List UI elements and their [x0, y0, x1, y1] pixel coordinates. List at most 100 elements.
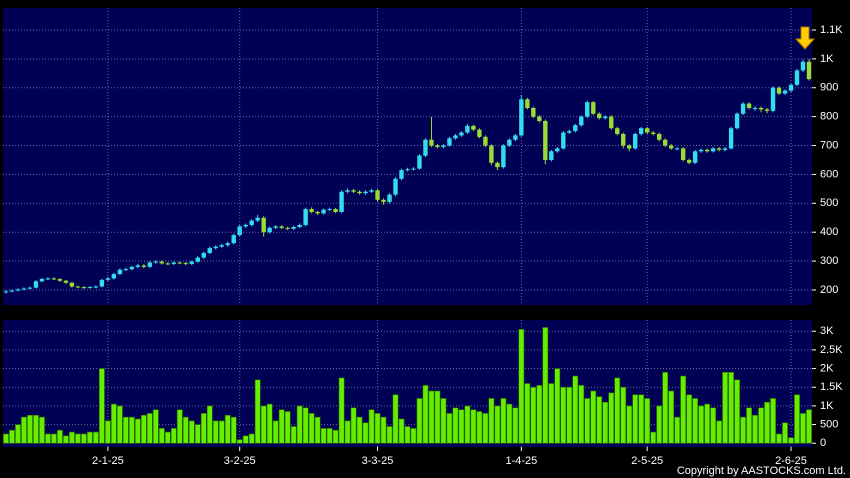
candle-body [309, 209, 314, 212]
candle-body [639, 128, 644, 134]
volume-bar [500, 398, 507, 444]
volume-bar [392, 394, 399, 444]
x-tick-label: 2-6-25 [775, 455, 807, 467]
x-tick-label: 2-1-25 [92, 455, 124, 467]
volume-bar [164, 431, 171, 444]
volume-bar [464, 405, 471, 444]
candle-body [273, 226, 278, 228]
candle-body [375, 190, 380, 200]
candle-body [69, 282, 75, 287]
candle-body [63, 280, 69, 283]
volume-bar [398, 418, 405, 444]
volume-bar [650, 431, 657, 444]
volume-bar [638, 394, 645, 444]
candle-body [201, 252, 206, 258]
volume-bar [98, 368, 105, 444]
candle-body [668, 145, 674, 149]
volume-bar [662, 371, 669, 444]
candle-body [9, 290, 15, 292]
volume-bar [692, 398, 699, 444]
volume-bar [140, 414, 147, 444]
candle-body [45, 278, 51, 280]
volume-bar [530, 386, 537, 444]
candle-body [345, 190, 350, 192]
volume-bar [356, 416, 363, 444]
volume-bar [63, 435, 69, 444]
volume-bar [488, 398, 495, 444]
candle-body [279, 226, 284, 228]
candle-body [525, 99, 530, 108]
candle-body [111, 274, 117, 279]
candle-body [627, 145, 632, 149]
volume-bar [380, 416, 387, 444]
candle-body [189, 261, 194, 264]
candle-body [351, 190, 356, 192]
candle-body [447, 138, 452, 146]
volume-bar [81, 433, 87, 444]
volume-bar [200, 413, 207, 444]
candle-body [141, 265, 147, 267]
candle-body [39, 278, 45, 282]
latest-arrow [794, 26, 816, 50]
volume-bar [194, 424, 201, 444]
candle-body [87, 287, 93, 289]
volume-bar [75, 433, 81, 444]
candle-body [471, 125, 476, 130]
candle-body [381, 199, 386, 202]
volume-bar [536, 385, 543, 444]
y-tick-label: 200 [820, 284, 838, 296]
candle-body [165, 263, 170, 265]
candle-body [21, 288, 27, 290]
volume-bar [644, 398, 651, 444]
volume-bar [33, 414, 39, 444]
volume-bar [314, 416, 321, 444]
volume-bar [92, 431, 99, 444]
y-tick-label: 1K [820, 400, 834, 412]
volume-bar [734, 379, 740, 444]
candle-body [327, 209, 332, 211]
candle-body [411, 168, 416, 170]
volume-bar [51, 433, 57, 444]
candle-body [603, 116, 608, 119]
candle-body [135, 265, 141, 267]
volume-bar [518, 329, 525, 444]
candle-body [656, 133, 662, 140]
volume-bar [560, 386, 567, 444]
volume-bar [290, 426, 297, 444]
volume-bar [128, 416, 135, 444]
candle-body [369, 190, 374, 192]
volume-bar [794, 394, 800, 444]
volume-bar [410, 428, 417, 444]
candle-body [339, 191, 344, 212]
volume-bar [416, 398, 423, 444]
volume-bar [320, 428, 327, 444]
volume-bar [422, 385, 429, 444]
candle-body [776, 87, 782, 94]
candle-body [417, 155, 422, 169]
volume-bar [236, 439, 243, 444]
volume-bar [788, 437, 794, 444]
candle-body [704, 149, 710, 152]
volume-bar [608, 392, 615, 444]
candle-body [609, 116, 614, 129]
candle-body [171, 262, 176, 264]
candle-body [764, 109, 770, 111]
volume-bar [656, 405, 663, 444]
candle-body [27, 287, 33, 289]
candle-body [483, 136, 488, 146]
volume-bar [188, 420, 195, 444]
volume-bar [728, 371, 734, 444]
candle-body [615, 128, 620, 134]
volume-bar [386, 426, 393, 444]
candle-body [147, 262, 153, 267]
volume-bar [206, 405, 213, 444]
volume-bar [620, 386, 627, 444]
volume-bar [752, 414, 758, 444]
candle-body [207, 248, 212, 253]
candle-body [153, 261, 159, 263]
candle-body [285, 227, 290, 229]
volume-bar [758, 407, 764, 444]
y-tick-label: 300 [820, 255, 838, 267]
volume-bar [21, 416, 27, 444]
volume-bar [512, 407, 519, 444]
